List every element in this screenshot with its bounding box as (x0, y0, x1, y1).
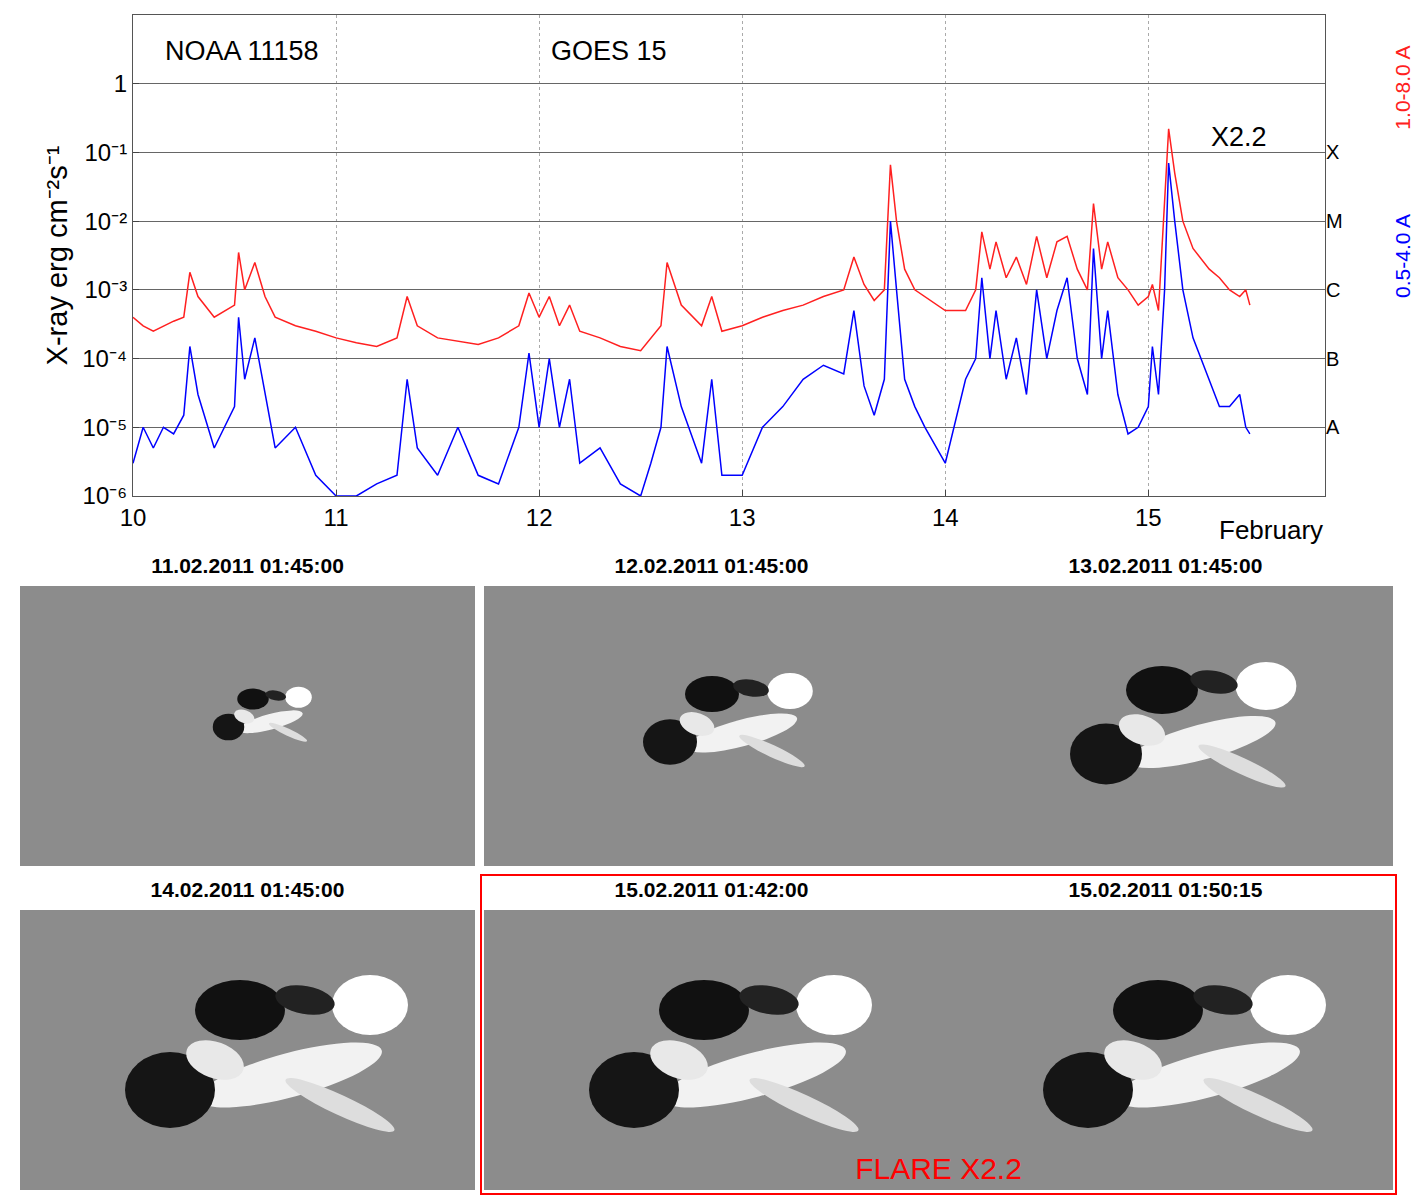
html-text:11.02.2011 01:45:00: 11.02.2011 01:45:00 (151, 554, 344, 577)
html-text:FLARE X2.2: FLARE X2.2 (855, 1152, 1022, 1185)
svg-text:13: 13 (729, 504, 756, 531)
svg-text:NOAA 11158: NOAA 11158 (165, 36, 319, 66)
html-text:15.02.2011 01:50:15: 15.02.2011 01:50:15 (1068, 878, 1263, 901)
svg-text:11: 11 (324, 504, 349, 531)
svg-text:0.5-4.0 A: 0.5-4.0 A (1391, 214, 1414, 298)
svg-text:GOES 15: GOES 15 (551, 36, 667, 66)
html-text:14.02.2011 01:45:00: 14.02.2011 01:45:00 (150, 878, 345, 901)
svg-text:A: A (1326, 416, 1340, 438)
svg-text:C: C (1326, 279, 1340, 301)
svg-text:10⁻⁶: 10⁻⁶ (83, 482, 128, 509)
svg-text:10: 10 (120, 504, 147, 531)
svg-text:10⁻³: 10⁻³ (85, 276, 128, 303)
svg-text:15: 15 (1135, 504, 1162, 531)
svg-text:B: B (1326, 348, 1339, 370)
svg-text:X2.2: X2.2 (1211, 122, 1267, 152)
svg-text:10⁻⁵: 10⁻⁵ (83, 414, 128, 441)
svg-text:X: X (1326, 141, 1339, 163)
svg-text:February: February (1219, 515, 1323, 545)
svg-text:M: M (1326, 210, 1343, 232)
svg-text:12: 12 (526, 504, 553, 531)
svg-text:10⁻⁴: 10⁻⁴ (82, 345, 127, 372)
svg-text:14: 14 (932, 504, 959, 531)
svg-text:1: 1 (114, 70, 127, 97)
svg-text:10⁻¹: 10⁻¹ (85, 139, 128, 166)
html-text:13.02.2011 01:45:00: 13.02.2011 01:45:00 (1068, 554, 1263, 577)
svg-text:10⁻²: 10⁻² (85, 208, 128, 235)
svg-text:X-ray erg cm⁻²s⁻¹: X-ray erg cm⁻²s⁻¹ (41, 145, 73, 365)
svg-text:1.0-8.0 A: 1.0-8.0 A (1391, 46, 1414, 130)
html-text:15.02.2011 01:42:00: 15.02.2011 01:42:00 (614, 878, 809, 901)
html-text:12.02.2011 01:45:00: 12.02.2011 01:45:00 (614, 554, 809, 577)
